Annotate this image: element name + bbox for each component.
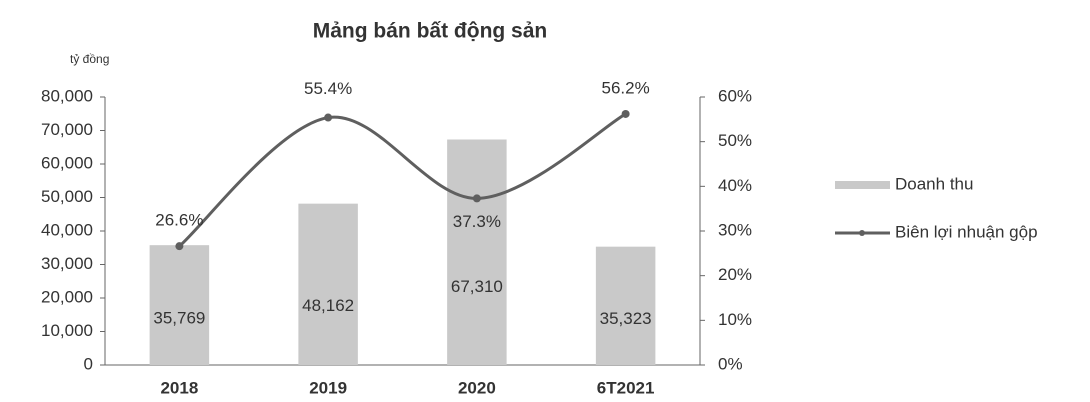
y-axis-label: tỷ đồng: [70, 52, 109, 66]
line-marker: [175, 242, 184, 251]
line-value-label: 26.6%: [155, 211, 203, 230]
y-tick-label: 0: [84, 354, 93, 373]
x-tick-label: 2020: [458, 378, 496, 397]
y-tick-label: 50,000: [41, 187, 93, 206]
chart-title: Mảng bán bất động sản: [313, 20, 548, 43]
y2-tick-label: 50%: [718, 131, 752, 150]
y-tick-label: 70,000: [41, 120, 93, 139]
x-tick-label: 6T2021: [597, 378, 655, 397]
y-tick-label: 80,000: [41, 86, 93, 105]
y2-tick-label: 40%: [718, 176, 752, 195]
line-value-label: 56.2%: [602, 78, 650, 97]
y-tick-label: 10,000: [41, 321, 93, 340]
bar-value-label: 67,310: [451, 277, 503, 296]
legend-swatch: [835, 181, 890, 189]
y2-tick-label: 0%: [718, 354, 743, 373]
line: [178, 112, 627, 248]
y-tick-label: 60,000: [41, 153, 93, 172]
legend-label: Doanh thu: [895, 174, 973, 193]
y2-tick-label: 60%: [718, 86, 752, 105]
bar: [298, 203, 358, 365]
bar-value-label: 35,769: [153, 309, 205, 328]
bar-value-label: 48,162: [302, 296, 354, 315]
line-value-label: 37.3%: [453, 212, 501, 231]
bar: [447, 139, 507, 365]
y2-tick-label: 20%: [718, 265, 752, 284]
x-tick-label: 2018: [160, 378, 198, 397]
bar: [595, 246, 656, 365]
line-marker: [621, 109, 630, 118]
line-marker: [324, 113, 333, 122]
line-value-label: 55.4%: [304, 79, 352, 98]
legend-marker: [859, 230, 865, 236]
y2-tick-label: 10%: [718, 310, 752, 329]
legend-label: Biên lợi nhuận gộp: [895, 222, 1038, 241]
y-tick-label: 20,000: [41, 287, 93, 306]
y-tick-label: 30,000: [41, 254, 93, 273]
x-tick-label: 2019: [309, 378, 347, 397]
bar-value-label: 35,323: [600, 309, 652, 328]
bar: [149, 245, 210, 365]
y-tick-label: 40,000: [41, 220, 93, 239]
line-marker: [472, 194, 481, 203]
y2-tick-label: 30%: [718, 220, 752, 239]
